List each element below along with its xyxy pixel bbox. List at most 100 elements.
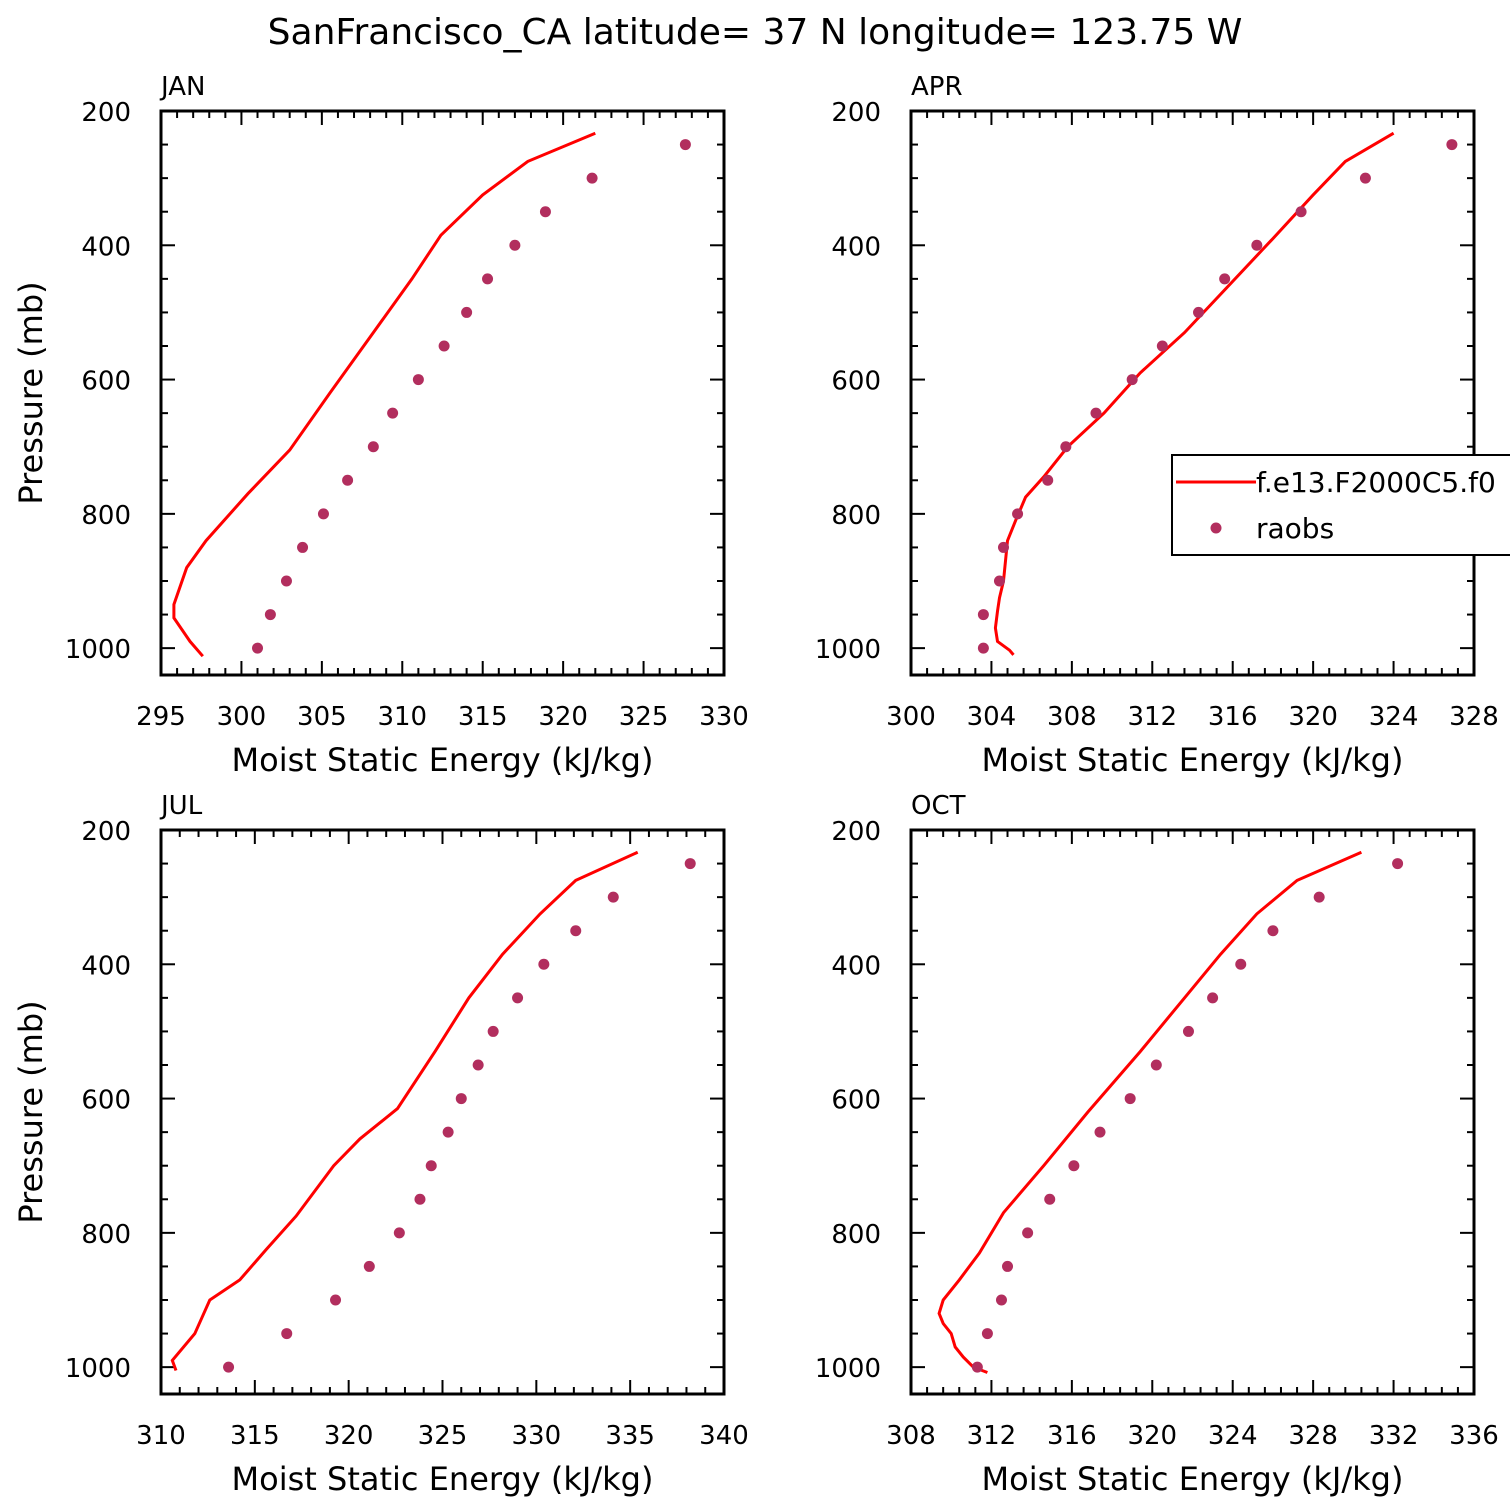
obs-point: [1068, 1160, 1080, 1172]
obs-point: [472, 1059, 484, 1071]
obs-point: [977, 609, 989, 621]
obs-point: [1219, 273, 1231, 285]
y-tick-label: 800: [831, 1220, 881, 1250]
obs-point: [993, 575, 1005, 587]
obs-point: [1044, 1193, 1056, 1205]
obs-point: [252, 642, 264, 654]
x-tick-label: 325: [619, 702, 669, 732]
panels: JAN 295 300 305 310 315 320 325 330 200 400 600 800 1…: [12, 72, 1499, 1498]
x-tick-label: 328: [1449, 702, 1499, 732]
obs-point: [280, 575, 292, 587]
model-line: [170, 850, 639, 1372]
obs-point: [997, 541, 1009, 553]
x-tick-label: 304: [967, 702, 1017, 732]
obs-point: [330, 1294, 342, 1306]
obs-point: [425, 1160, 437, 1172]
obs-point: [607, 891, 619, 903]
obs-point: [1126, 374, 1138, 386]
x-tick-label: 315: [230, 1421, 280, 1451]
obs-point: [1124, 1093, 1136, 1105]
obs-point: [387, 407, 399, 419]
x-tick-label: 310: [377, 702, 427, 732]
obs-point: [995, 1294, 1007, 1306]
obs-point: [1156, 340, 1168, 352]
model-line: [937, 850, 1363, 1374]
obs-point: [1150, 1059, 1162, 1071]
y-tick-label: 200: [831, 98, 881, 128]
obs-point: [1193, 306, 1205, 318]
panel-jan: JAN 295 300 305 310 315 320 325 330 200 400 600 800 1…: [12, 72, 749, 779]
panel-label: JAN: [159, 72, 205, 102]
obs-point: [1002, 1260, 1014, 1272]
x-tick-label: 320: [324, 1421, 374, 1451]
y-tick-label: 800: [81, 1220, 131, 1250]
legend-model-label: f.e13.F2000C5.f0: [1256, 466, 1496, 499]
obs-point: [1235, 958, 1247, 970]
y-axis-label: Pressure (mb): [12, 1000, 50, 1223]
x-tick-label: 308: [886, 1421, 936, 1451]
x-tick-label: 310: [136, 1421, 186, 1451]
panel-label: OCT: [911, 791, 966, 821]
y-tick-label: 800: [81, 501, 131, 531]
x-tick-label: 340: [699, 1421, 749, 1451]
x-tick-label: 295: [136, 702, 186, 732]
obs-point: [487, 1025, 499, 1037]
panel-oct: OCT 308 312 316 320 324 328 332 336 200 400 600 800 1…: [815, 791, 1499, 1498]
plot-frame: [159, 109, 726, 677]
legend-box: [1171, 454, 1510, 556]
legend: f.e13.F2000C5.f0 raobs: [1171, 454, 1510, 556]
obs-point: [455, 1093, 467, 1105]
x-tick-label: 332: [1369, 1421, 1419, 1451]
obs-point: [442, 1126, 454, 1138]
obs-point: [1207, 992, 1219, 1004]
obs-point: [1267, 925, 1279, 937]
obs-point: [438, 340, 450, 352]
figure-title: SanFrancisco_CA latitude= 37 N longitude…: [268, 12, 1243, 53]
y-tick-label: 600: [81, 367, 131, 397]
obs-point: [1012, 508, 1024, 520]
obs-point: [981, 1328, 993, 1340]
x-tick-label: 320: [1288, 702, 1338, 732]
x-tick-label: 330: [512, 1421, 562, 1451]
plot-frame: [159, 828, 726, 1396]
x-tick-label: 300: [217, 702, 267, 732]
obs-point: [1182, 1025, 1194, 1037]
panel-label: JUL: [159, 791, 203, 821]
obs-point: [538, 958, 550, 970]
obs-point: [297, 541, 309, 553]
obs-point: [317, 508, 329, 520]
y-tick-label: 200: [81, 98, 131, 128]
x-tick-label: 312: [967, 1421, 1017, 1451]
obs-point: [1392, 858, 1404, 870]
x-tick-label: 316: [1047, 1421, 1097, 1451]
obs-point: [414, 1193, 426, 1205]
obs-point: [1042, 474, 1054, 486]
obs-point: [512, 992, 524, 1004]
x-tick-label: 324: [1208, 1421, 1258, 1451]
obs-point: [977, 642, 989, 654]
x-tick-label: 335: [605, 1421, 655, 1451]
obs-point: [1090, 407, 1102, 419]
plot-frame: [909, 828, 1476, 1396]
obs-point: [281, 1328, 293, 1340]
y-tick-label: 1000: [815, 635, 881, 665]
obs-point: [264, 609, 276, 621]
y-tick-label: 600: [831, 1086, 881, 1116]
x-tick-label: 315: [458, 702, 508, 732]
x-tick-label: 320: [538, 702, 588, 732]
y-tick-label: 600: [831, 367, 881, 397]
y-tick-label: 1000: [815, 1354, 881, 1384]
obs-point: [570, 925, 582, 937]
y-tick-label: 1000: [65, 635, 131, 665]
model-line: [172, 131, 596, 658]
y-tick-label: 200: [831, 817, 881, 847]
y-axis-label: Pressure (mb): [12, 281, 50, 504]
x-tick-label: 308: [1047, 702, 1097, 732]
x-axis-label: Moist Static Energy (kJ/kg): [232, 1460, 654, 1498]
legend-obs-label: raobs: [1256, 512, 1334, 545]
x-tick-label: 305: [297, 702, 347, 732]
obs-point: [1094, 1126, 1106, 1138]
obs-point: [539, 206, 551, 218]
obs-point: [1359, 172, 1371, 184]
